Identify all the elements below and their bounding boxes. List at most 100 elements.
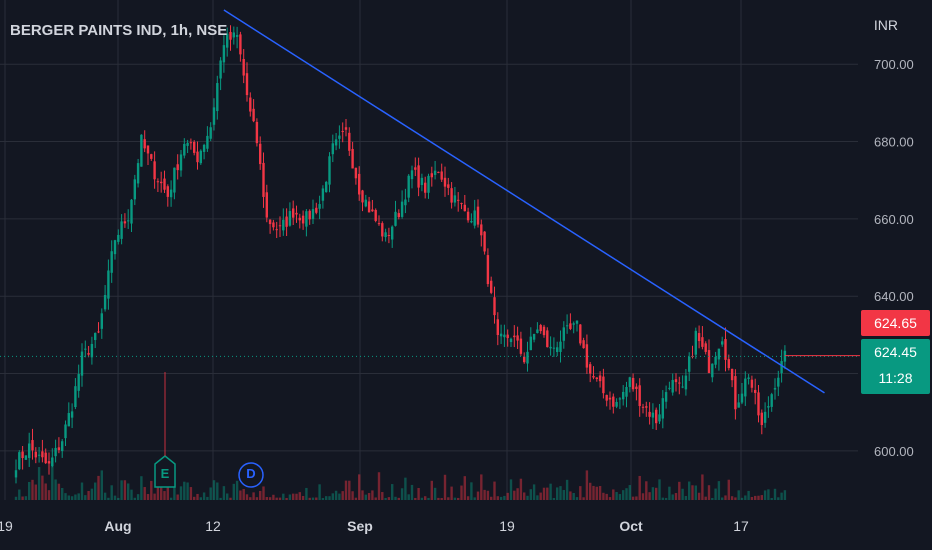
volume-bar [61, 488, 64, 500]
volume-bar [496, 496, 499, 500]
candle-body [443, 177, 447, 187]
candle-body [173, 167, 176, 193]
candle-body [721, 341, 724, 345]
volume-bar [447, 497, 450, 500]
volume-bar [631, 496, 635, 500]
candle-body [100, 313, 103, 329]
candle-body [292, 208, 295, 218]
candle-body [453, 195, 457, 203]
volume-bar [202, 492, 206, 500]
candle-body [298, 217, 301, 221]
dividend-event-icon[interactable]: D [246, 466, 256, 481]
candle-body [397, 213, 400, 218]
volume-bar [569, 491, 572, 500]
candle-body [384, 232, 387, 238]
candle-body [618, 398, 622, 400]
volume-bar [358, 474, 361, 500]
volume-bar [697, 492, 701, 500]
candle-body [744, 378, 747, 397]
candle-body [622, 391, 625, 400]
trend-line[interactable] [223, 9, 825, 394]
volume-bar [565, 479, 569, 500]
volume-bar [400, 488, 404, 500]
candle-body [288, 211, 292, 226]
candle-body [311, 209, 315, 219]
volume-bar [417, 487, 420, 500]
candle-body [678, 382, 681, 384]
price-tick-label: 700.00 [874, 57, 914, 72]
volume-bar [51, 462, 54, 500]
candle-body [595, 377, 598, 380]
candle-body [44, 452, 47, 464]
volume-bar [602, 492, 605, 500]
volume-bar [318, 484, 321, 500]
time-axis[interactable]: 19 Aug 12 Sep 19 Oct 17 [0, 518, 749, 534]
volume-bar [110, 485, 113, 500]
volume-bar [298, 492, 301, 500]
volume-bar [176, 494, 179, 500]
candle-body [361, 190, 364, 203]
volume-bar [539, 492, 542, 500]
volume-bar [457, 497, 460, 500]
volume-bar [140, 476, 143, 500]
volume-bar [470, 482, 473, 500]
volume-bar [622, 490, 625, 500]
candle-body [635, 386, 638, 390]
volume-bar [664, 497, 668, 500]
candle-body [625, 386, 628, 397]
candle-body [645, 406, 648, 408]
volume-bar [364, 494, 367, 500]
volume-bar [575, 497, 579, 500]
volume-bar [648, 492, 651, 500]
candle-body [202, 144, 206, 152]
volume-bar [311, 497, 315, 500]
chart-grid [0, 0, 858, 500]
volume-bar [678, 481, 681, 500]
volume-bar [681, 488, 684, 500]
volume-bar [750, 496, 754, 500]
volume-bar [503, 495, 506, 500]
volume-bar [325, 496, 328, 500]
volume-bar [740, 497, 744, 500]
volume-bar [737, 490, 740, 500]
candle-body [226, 33, 229, 48]
candlestick-series[interactable] [14, 25, 787, 484]
candle-body [400, 201, 404, 217]
volume-bar [103, 492, 107, 500]
volume-bar [136, 494, 140, 500]
candle-body [612, 396, 615, 407]
volume-bar [21, 496, 24, 500]
candle-body [579, 324, 582, 344]
candle-body [166, 186, 169, 197]
candle-body [70, 411, 74, 418]
volume-bar [367, 493, 371, 500]
volume-bar [744, 495, 747, 500]
volume-bar [262, 486, 265, 500]
candle-body [374, 209, 377, 221]
candle-body [367, 201, 371, 213]
candle-body [381, 223, 384, 237]
candle-body [18, 452, 21, 470]
price-axis[interactable]: 600.00 640.00 660.00 680.00 700.00 [874, 57, 914, 459]
candle-body [457, 199, 460, 201]
candle-body [321, 188, 325, 201]
volume-bar [252, 492, 255, 500]
volume-bar [516, 488, 519, 500]
volume-bar [437, 497, 440, 500]
candle-body [14, 470, 18, 478]
volume-bar [783, 490, 787, 500]
candle-body [671, 379, 674, 393]
earnings-event-icon[interactable]: E [160, 466, 170, 481]
volume-bar [123, 480, 127, 500]
volume-bar [94, 482, 97, 500]
volume-bar [34, 484, 37, 500]
candle-body [150, 154, 153, 159]
volume-bar [506, 492, 509, 500]
volume-bar [777, 497, 780, 500]
candle-body [331, 143, 334, 155]
candle-body [97, 331, 100, 333]
volume-bar [651, 487, 655, 500]
chart-title: BERGER PAINTS IND, 1h, NSE [10, 22, 228, 39]
volume-bar [272, 494, 275, 500]
